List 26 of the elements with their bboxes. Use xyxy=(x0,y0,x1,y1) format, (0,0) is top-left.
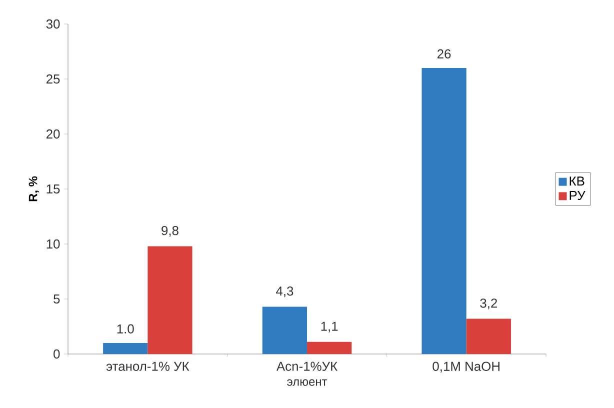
legend-label: РУ xyxy=(570,190,586,200)
data-label: 3,2 xyxy=(480,298,497,310)
y-tick-label: 5 xyxy=(54,294,60,304)
data-label: 26 xyxy=(437,49,451,58)
y-tick-label: 15 xyxy=(46,184,60,194)
x-tick-label: Acn-1%УК xyxy=(276,362,338,371)
x-axis-title: элюент xyxy=(287,379,328,386)
y-tick-label: 20 xyxy=(46,129,60,139)
y-axis-title: R, % xyxy=(28,176,39,202)
bar xyxy=(466,318,511,354)
bar xyxy=(262,306,308,354)
bar xyxy=(103,343,148,354)
y-tick-label: 30 xyxy=(46,19,60,29)
y-tick-label: 0 xyxy=(54,349,60,359)
bar xyxy=(148,246,192,354)
x-tick-label: этанол-1% УК xyxy=(106,362,190,371)
legend-label: КВ xyxy=(570,176,584,186)
data-label: 9,8 xyxy=(162,226,178,237)
data-label: 4,3 xyxy=(276,286,294,298)
bar xyxy=(307,342,352,354)
y-tick-label: 10 xyxy=(46,239,60,249)
bar xyxy=(422,68,466,354)
x-tick-label: 0,1M NaOH xyxy=(432,362,500,372)
data-label: 1.0 xyxy=(117,324,134,334)
y-tick-label: 25 xyxy=(46,74,60,84)
data-label: 1,1 xyxy=(321,322,338,332)
